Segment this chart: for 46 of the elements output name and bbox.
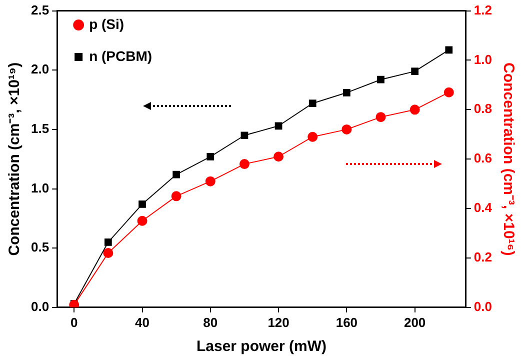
- x-tick-label: 0: [70, 314, 78, 330]
- x-tick-label: 40: [135, 314, 150, 330]
- y2-tick-label: 1.2: [474, 2, 492, 18]
- point: [342, 124, 352, 134]
- y2-axis-title: Concentration (cm⁻³, ×10¹⁶): [500, 62, 517, 256]
- y-tick-label: 2.5: [30, 2, 50, 18]
- y-tick-label: 0.5: [30, 240, 50, 255]
- point: [274, 122, 282, 130]
- point: [308, 100, 316, 108]
- y2-tick-label: 0.6: [474, 150, 492, 166]
- y2-tick-label: 0.8: [474, 101, 492, 116]
- point: [376, 112, 386, 122]
- point: [445, 46, 453, 54]
- point: [342, 88, 350, 96]
- x-tick-label: 160: [336, 314, 358, 330]
- y2-tick-label: 0.4: [474, 200, 493, 216]
- point: [205, 176, 216, 186]
- y-tick-label: 1.5: [30, 121, 50, 136]
- point: [239, 159, 250, 170]
- point: [410, 104, 420, 115]
- x-tick-label: 200: [404, 314, 426, 330]
- point: [444, 87, 454, 98]
- x-tick-label: 120: [268, 314, 290, 330]
- point: [411, 68, 419, 75]
- point: [103, 248, 114, 258]
- point: [308, 132, 318, 142]
- point: [206, 153, 214, 160]
- y-axis-title: Concentration (cm⁻³, ×10¹⁹): [6, 62, 24, 256]
- point: [137, 216, 148, 226]
- y2-tick-label: 1.0: [474, 52, 492, 67]
- point: [240, 132, 248, 140]
- y-tick-label: 2.0: [30, 62, 50, 77]
- y2-tick-label: 0.0: [474, 298, 492, 314]
- y-tick-label: 1.0: [30, 180, 50, 196]
- legend-label: p (Si): [89, 16, 124, 32]
- point: [171, 191, 182, 202]
- x-tick-label: 80: [203, 314, 218, 330]
- point: [104, 238, 112, 246]
- legend-label: n (PCBM): [89, 48, 152, 64]
- point: [377, 76, 384, 84]
- x-axis-title: Laser power (mW): [196, 338, 327, 356]
- point: [138, 200, 146, 208]
- point: [274, 152, 284, 162]
- y-tick-label: 0.0: [30, 298, 50, 314]
- y2-tick-label: 0.2: [474, 250, 492, 265]
- point: [172, 170, 180, 178]
